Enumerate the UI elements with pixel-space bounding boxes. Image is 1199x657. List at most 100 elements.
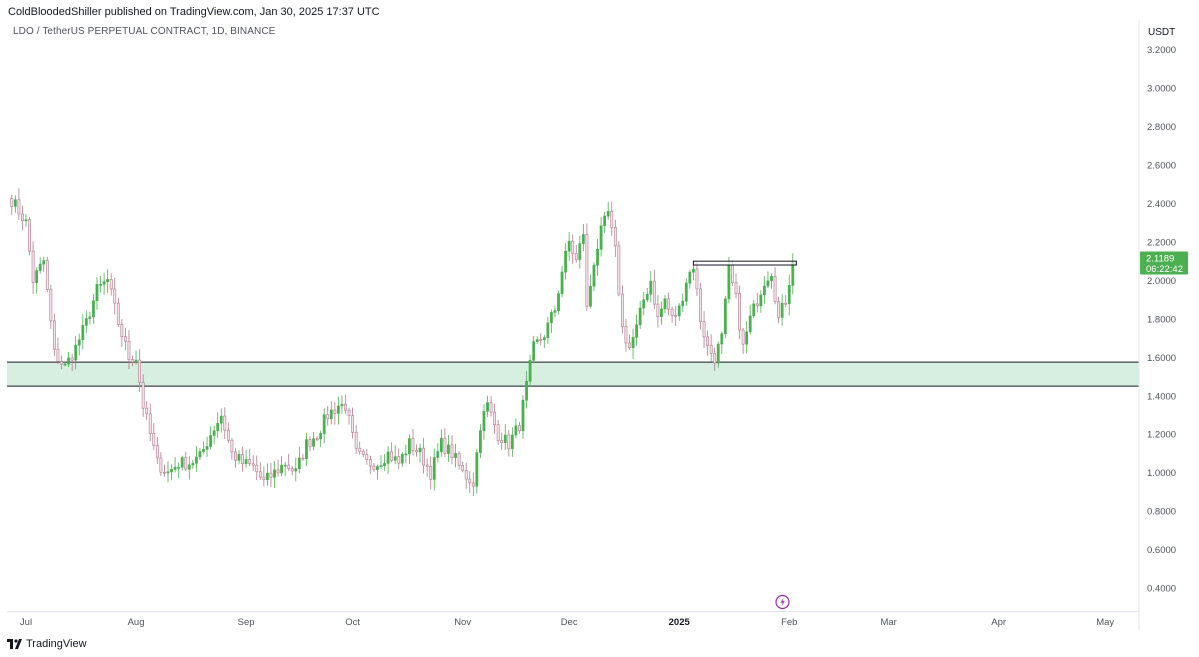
candle-body bbox=[319, 433, 323, 440]
candle bbox=[674, 305, 678, 326]
candle bbox=[610, 201, 614, 236]
candle bbox=[471, 472, 475, 496]
candle-body bbox=[155, 445, 159, 459]
candle bbox=[677, 303, 681, 321]
candle bbox=[635, 314, 639, 346]
candle bbox=[10, 194, 14, 215]
candle bbox=[777, 296, 781, 324]
candle bbox=[383, 454, 386, 471]
candle-body bbox=[496, 424, 500, 441]
candle bbox=[656, 295, 660, 328]
candle bbox=[418, 443, 422, 463]
candle-body bbox=[31, 250, 35, 283]
candle bbox=[404, 444, 408, 464]
candle-body bbox=[638, 307, 642, 326]
candle-body bbox=[52, 320, 56, 350]
candle-body bbox=[191, 462, 195, 466]
candle bbox=[255, 455, 259, 481]
candle bbox=[109, 273, 113, 296]
candle bbox=[585, 223, 589, 311]
price-tick-label: 1.0000 bbox=[1147, 468, 1176, 479]
candle bbox=[368, 455, 372, 475]
candle-body bbox=[620, 293, 624, 327]
candle-body bbox=[432, 457, 436, 480]
candle bbox=[209, 426, 213, 450]
candle bbox=[74, 335, 78, 370]
candle bbox=[340, 395, 344, 414]
candle bbox=[539, 333, 543, 346]
candle-body bbox=[223, 415, 227, 431]
candle-body bbox=[219, 415, 223, 424]
last-price-countdown: 06:22:42 bbox=[1146, 264, 1183, 275]
candle-body bbox=[336, 405, 340, 414]
candle-body bbox=[574, 253, 578, 260]
candle bbox=[127, 330, 131, 370]
candle bbox=[578, 235, 582, 269]
candle bbox=[429, 456, 433, 490]
candle-body bbox=[695, 268, 699, 290]
lightning-icon[interactable] bbox=[775, 594, 790, 610]
candle-body bbox=[748, 315, 752, 333]
candle bbox=[155, 437, 159, 465]
candle-body bbox=[287, 464, 291, 469]
candle bbox=[532, 335, 536, 364]
candle bbox=[613, 219, 617, 257]
candle-body bbox=[21, 213, 24, 222]
candle-body bbox=[681, 300, 685, 307]
candle-body bbox=[560, 271, 564, 294]
candle-body bbox=[404, 453, 408, 456]
candle-body bbox=[109, 279, 113, 290]
candle bbox=[138, 349, 142, 392]
candle-body bbox=[326, 414, 330, 420]
candle bbox=[766, 271, 770, 289]
candle-body bbox=[372, 465, 376, 470]
candle bbox=[596, 239, 599, 276]
candle bbox=[791, 253, 795, 295]
candle-body bbox=[106, 279, 110, 282]
price-tick-label: 0.4000 bbox=[1147, 584, 1176, 595]
candle-body bbox=[255, 464, 259, 473]
time-tick-label: Aug bbox=[128, 617, 145, 628]
candle-body bbox=[84, 318, 88, 326]
candle-body bbox=[145, 407, 149, 415]
candle-body bbox=[727, 264, 731, 300]
candle-body bbox=[297, 457, 301, 470]
candle bbox=[411, 428, 415, 456]
candle-body bbox=[688, 271, 692, 284]
candle-body bbox=[141, 382, 145, 409]
candle bbox=[684, 278, 688, 306]
candle-body bbox=[322, 414, 326, 434]
candle-body bbox=[56, 348, 60, 362]
candle-body bbox=[234, 451, 237, 461]
candle-body bbox=[454, 453, 457, 458]
candle-body bbox=[603, 215, 607, 227]
candle bbox=[780, 293, 784, 326]
candle bbox=[560, 265, 564, 298]
candle bbox=[620, 285, 624, 334]
price-tick-label: 3.0000 bbox=[1147, 84, 1176, 95]
candle bbox=[84, 310, 88, 333]
tradingview-logo-icon bbox=[7, 639, 22, 649]
candle-body bbox=[642, 299, 646, 309]
candle-body bbox=[212, 430, 216, 436]
candle-body bbox=[301, 457, 305, 460]
lightning-bolt bbox=[780, 597, 785, 607]
candle bbox=[102, 272, 106, 295]
candle-body bbox=[425, 464, 429, 467]
candle bbox=[528, 354, 532, 387]
tradingview-brand: TradingView bbox=[26, 638, 87, 650]
candle-body bbox=[514, 425, 518, 436]
candle-body bbox=[564, 250, 568, 273]
candle-body bbox=[351, 415, 355, 433]
candle bbox=[464, 462, 468, 489]
candle-body bbox=[450, 444, 454, 458]
candle bbox=[131, 355, 134, 367]
candle-body bbox=[63, 363, 67, 366]
tradingview-footer[interactable]: TradingView bbox=[7, 638, 87, 650]
candle-body bbox=[635, 324, 639, 338]
candle-body bbox=[429, 466, 433, 480]
candle-body bbox=[510, 434, 514, 450]
candle bbox=[120, 319, 124, 347]
time-tick-label: 2025 bbox=[669, 617, 691, 628]
